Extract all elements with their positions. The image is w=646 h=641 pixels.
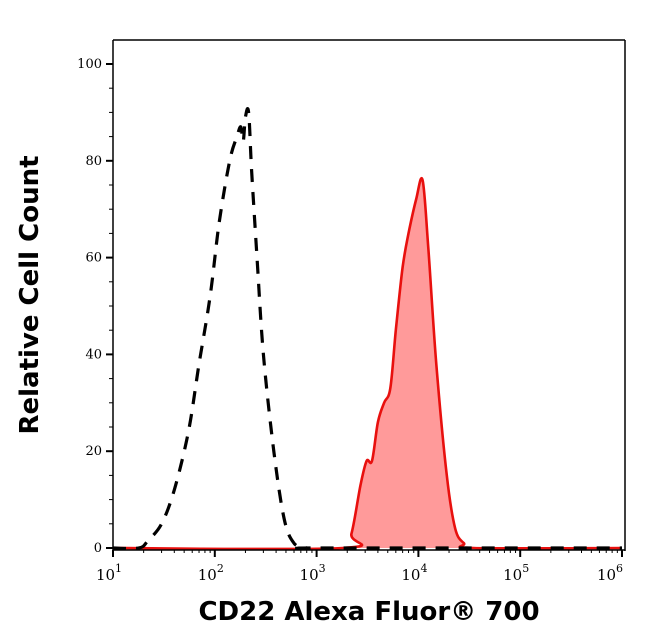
y-tick-label: 100 (77, 57, 102, 72)
x-tick-label: 105 (503, 562, 529, 584)
x-tick-label: 101 (96, 562, 122, 584)
cd22-histogram-fill (113, 178, 622, 550)
x-tick-label: 103 (300, 562, 326, 584)
y-tick-label: 40 (85, 347, 102, 362)
x-axis-title: CD22 Alexa Fluor® 700 (198, 597, 539, 627)
plot-area (112, 107, 623, 551)
y-tick-label: 0 (94, 541, 102, 556)
y-tick-label: 60 (85, 251, 102, 266)
x-tick-label: 106 (597, 562, 623, 584)
plot-frame (112, 39, 626, 551)
x-tick-label: 102 (198, 562, 224, 584)
isotype-control-dashed-line (112, 107, 622, 551)
y-axis: 0 20 40 60 80 100 (77, 57, 113, 556)
y-tick-label: 80 (85, 154, 102, 169)
y-axis-title: Relative Cell Count (15, 155, 45, 434)
x-tick-label: 104 (401, 562, 427, 584)
y-tick-label: 20 (85, 444, 102, 459)
cd22-histogram-line (112, 177, 623, 551)
x-axis: 101 102 103 104 105 106 (96, 550, 623, 584)
